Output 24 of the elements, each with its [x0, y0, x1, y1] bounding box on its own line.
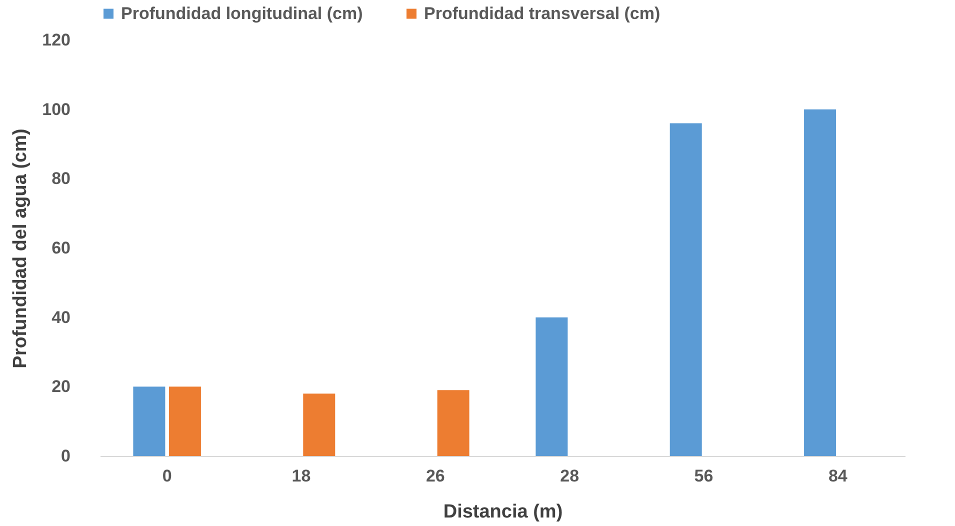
- x-tick-label: 18: [292, 466, 311, 486]
- bar: [536, 317, 568, 456]
- bar: [168, 386, 201, 456]
- legend-label: Profundidad longitudinal (cm): [121, 4, 363, 23]
- x-tick-label: 0: [162, 466, 172, 486]
- y-tick-label: 80: [52, 169, 70, 188]
- bar: [437, 390, 470, 456]
- y-tick-label: 120: [42, 30, 70, 50]
- y-tick-label: 100: [42, 100, 70, 119]
- bar: [670, 123, 702, 456]
- bar: [133, 386, 166, 456]
- x-tick-label: 28: [560, 466, 580, 486]
- y-axis-title: Profundidad del agua (cm): [10, 128, 32, 368]
- x-tick-label: 84: [828, 466, 848, 486]
- bar: [303, 394, 336, 456]
- bar: [804, 109, 836, 456]
- x-tick-label: 26: [426, 466, 445, 486]
- x-tick-label: 56: [694, 466, 714, 486]
- x-axis-title: Distancia (m): [443, 502, 563, 522]
- y-tick-label: 40: [52, 308, 70, 327]
- y-tick-label: 60: [52, 238, 70, 258]
- y-tick-label: 0: [61, 446, 70, 466]
- y-tick-label: 20: [52, 377, 70, 396]
- legend-label: Profundidad transversal (cm): [424, 4, 660, 23]
